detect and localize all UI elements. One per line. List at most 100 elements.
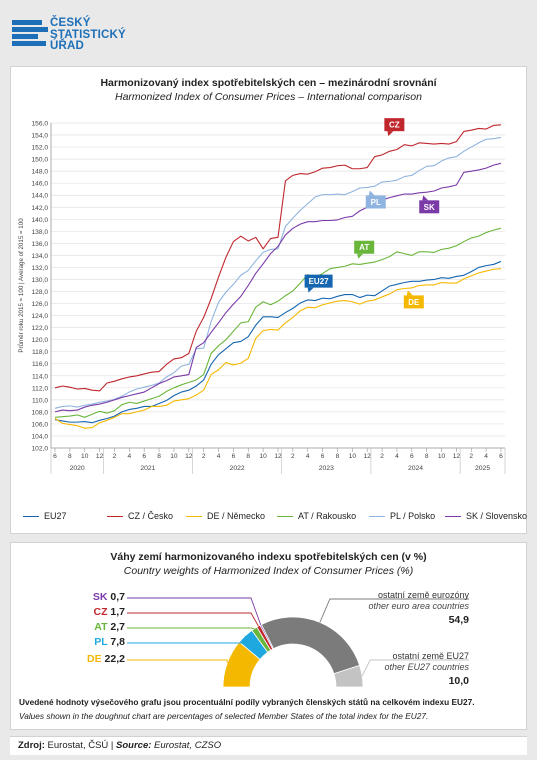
leader-line-euro-area (319, 598, 469, 623)
line-chart-title: Harmonizovaný index spotřebitelských cen… (100, 77, 437, 89)
legend-swatch (186, 516, 202, 518)
x-tick-label: 6 (232, 453, 236, 460)
y-tick-label: 128,0 (31, 289, 48, 296)
series-tag-pl: PL (365, 190, 386, 209)
x-tick-label: 6 (53, 453, 57, 460)
legend-item-eu27: EU27 (23, 511, 67, 521)
weight-value: 22,2 (101, 653, 125, 665)
series-tag-sk: SK (419, 195, 440, 214)
series-tag-pointer (368, 190, 375, 196)
x-tick-label: 8 (336, 453, 340, 460)
x-tick-label: 10 (170, 453, 178, 460)
year-label: 2024 (408, 465, 423, 472)
series-tag-box (384, 118, 405, 132)
legend-swatch (277, 516, 293, 518)
legend-item-pl: PL / Polsko (369, 511, 435, 521)
euro-area-label-en: other euro area countries (368, 601, 469, 611)
x-tick-label: 10 (259, 453, 267, 460)
x-tick-label: 4 (395, 453, 399, 460)
series-tag-label: AT (359, 243, 369, 252)
series-tag-box (365, 195, 386, 209)
series-line-at (54, 227, 502, 418)
x-tick-label: 2 (380, 453, 384, 460)
weight-country: SK (92, 591, 108, 603)
weight-label-de: DE 22,2 (73, 653, 125, 665)
y-tick-label: 144,0 (31, 193, 48, 200)
weight-label-cz: CZ 1,7 (73, 606, 125, 618)
weight-value: 1,7 (107, 606, 125, 618)
source-text: Zdroj: Eurostat, ČSÚ | Source: Eurostat,… (18, 740, 222, 751)
weight-value: 2,7 (107, 621, 125, 633)
x-tick-label: 8 (246, 453, 250, 460)
year-label: 2020 (70, 465, 85, 472)
doughnut-panel: Váhy zemí harmonizovaného indexu spotřeb… (10, 542, 527, 730)
y-tick-label: 156,0 (31, 121, 48, 128)
y-tick-label: 110,0 (32, 397, 48, 404)
year-label: 2025 (475, 465, 490, 472)
line-chart-subtitle: Harmonized Index of Consumer Prices – In… (115, 91, 422, 103)
x-tick-label: 8 (425, 453, 429, 460)
series-tag-box (403, 295, 424, 309)
x-tick-label: 2 (113, 453, 117, 460)
series-tag-box (354, 240, 375, 254)
legend-label: PL / Polsko (390, 511, 436, 521)
series-tag-pointer (307, 287, 314, 293)
legend-item-cz: CZ / Česko (107, 511, 173, 521)
legend-label: EU27 (44, 511, 67, 521)
y-tick-label: 132,0 (31, 265, 48, 272)
x-tick-label: 8 (157, 453, 161, 460)
logo-stripes (12, 18, 52, 52)
y-tick-label: 112,0 (32, 385, 48, 392)
y-tick-label: 134,0 (31, 253, 48, 260)
doughnut-title: Váhy zemí harmonizovaného indexu spotřeb… (110, 551, 427, 563)
x-tick-label: 12 (274, 453, 282, 460)
weight-country: AT (94, 621, 108, 633)
legend-label: CZ / Česko (128, 511, 174, 521)
x-tick-label: 2 (291, 453, 295, 460)
series-tag-pointer (422, 195, 429, 201)
legend-item-sk: SK / Slovensko (445, 511, 527, 521)
x-tick-label: 4 (306, 453, 310, 460)
series-line-sk (54, 162, 502, 413)
x-tick-label: 12 (96, 453, 104, 460)
legend-swatch (445, 516, 461, 518)
leader-line-de (127, 659, 228, 664)
legend-label: AT / Rakousko (298, 511, 357, 521)
weight-country: DE (87, 653, 102, 665)
series-line-pl (54, 136, 502, 409)
eu27-value: 10,0 (448, 675, 469, 687)
series-tag-pointer (357, 253, 364, 259)
y-tick-label: 120,0 (31, 337, 48, 344)
y-axis-title: Průměr roku 2015 = 100 | Average of 2015… (18, 218, 25, 353)
leader-line-sk (127, 597, 262, 626)
series-tag-label: DE (408, 298, 420, 307)
leader-line-at (127, 627, 255, 630)
series-line-cz (54, 124, 502, 392)
series-tag-pointer (387, 131, 394, 137)
series-tag-label: EU27 (309, 277, 330, 286)
year-label: 2021 (140, 465, 155, 472)
y-tick-label: 148,0 (31, 169, 48, 176)
y-tick-label: 138,0 (31, 229, 48, 236)
euro-area-label: ostatní země eurozóny (377, 590, 469, 600)
x-tick-label: 6 (321, 453, 325, 460)
y-tick-label: 118,0 (32, 349, 48, 356)
x-tick-label: 10 (438, 453, 446, 460)
y-tick-label: 104,0 (31, 433, 48, 440)
y-tick-label: 152,0 (31, 145, 48, 152)
x-tick-label: 6 (410, 453, 414, 460)
y-tick-label: 108,0 (31, 409, 48, 416)
csu-logo: ČESKÝ STATISTICKÝ ÚŘAD (12, 17, 152, 52)
weight-country: PL (94, 636, 108, 648)
line-chart-panel: Harmonizovaný index spotřebitelských cen… (10, 66, 527, 534)
x-tick-label: 4 (484, 453, 488, 460)
y-tick-label: 130,0 (31, 277, 48, 284)
leader-line-pl (127, 635, 246, 644)
legend-swatch (107, 516, 123, 518)
legend-label: SK / Slovensko (466, 511, 528, 521)
doughnut-note: Uvedené hodnoty výsečového grafu jsou pr… (19, 697, 475, 707)
legend-swatch (369, 516, 385, 518)
weight-label-pl: PL 7,8 (73, 636, 125, 648)
y-tick-label: 122,0 (31, 325, 48, 332)
weight-label-at: AT 2,7 (73, 621, 125, 633)
